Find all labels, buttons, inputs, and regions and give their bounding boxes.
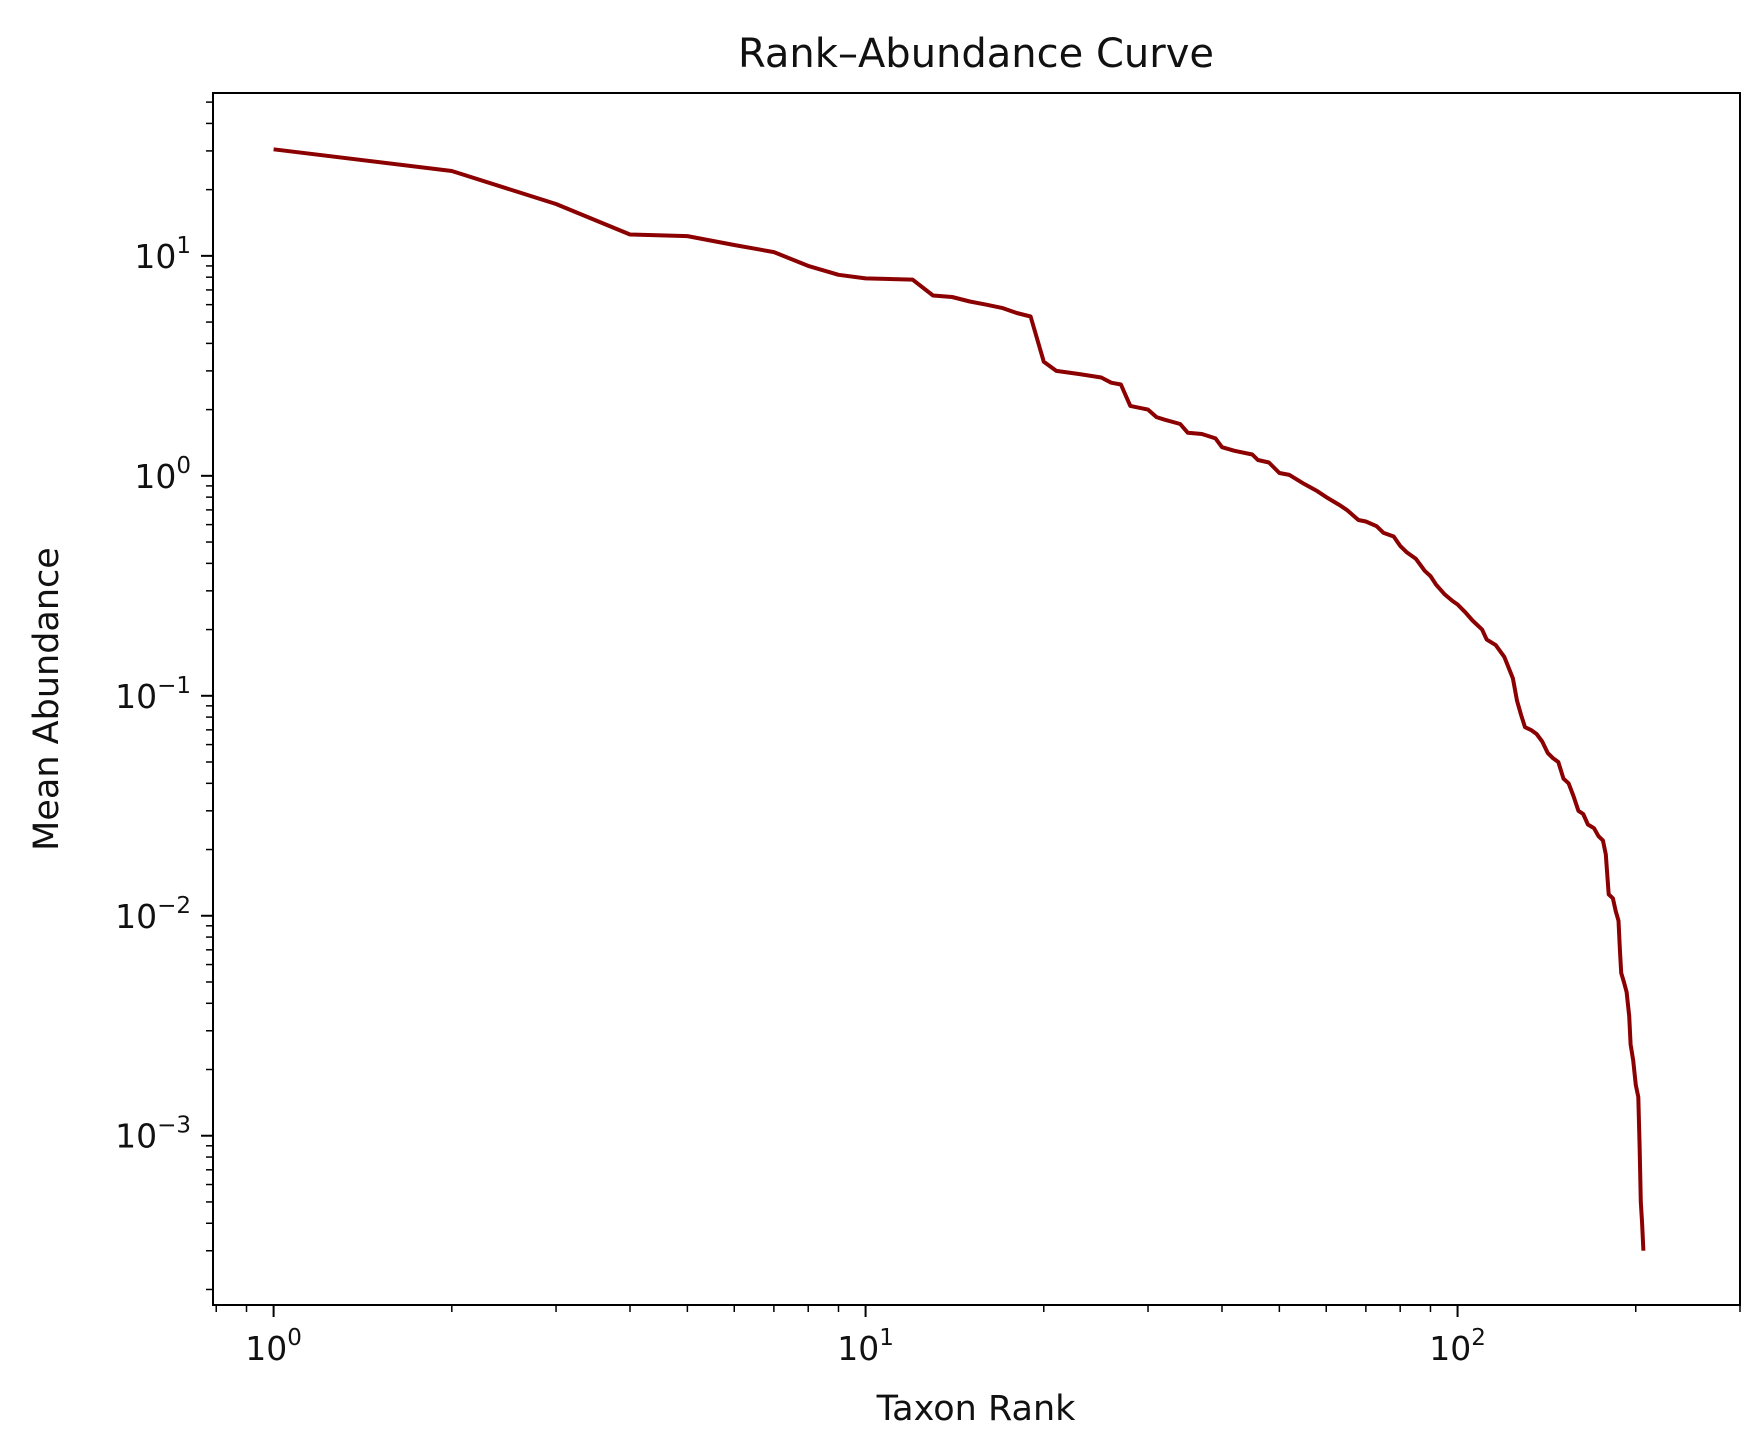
- x-tick-label: 101: [837, 1325, 894, 1368]
- y-axis: 10−3 10−2 10−1 100 101: [115, 101, 213, 1291]
- y-tick-label: 100: [134, 453, 191, 496]
- y-tick-label: 10−3: [115, 1113, 191, 1156]
- plot-area: [213, 93, 1740, 1305]
- plot-frame: [212, 92, 1741, 1306]
- chart-title: Rank–Abundance Curve: [738, 31, 1214, 77]
- x-tick-label: 102: [1429, 1325, 1486, 1368]
- y-tick-label: 10−1: [115, 673, 191, 716]
- series-line: [273, 147, 1646, 1251]
- x-tick-label: 100: [245, 1325, 302, 1368]
- y-axis-label: Mean Abundance: [27, 547, 67, 851]
- y-tick-label: 101: [134, 233, 191, 276]
- y-tick-label: 10−2: [115, 893, 191, 936]
- x-axis: 100 101 102: [215, 1305, 1741, 1368]
- series-layer: [273, 147, 1646, 1251]
- x-axis-label: Taxon Rank: [876, 1389, 1077, 1429]
